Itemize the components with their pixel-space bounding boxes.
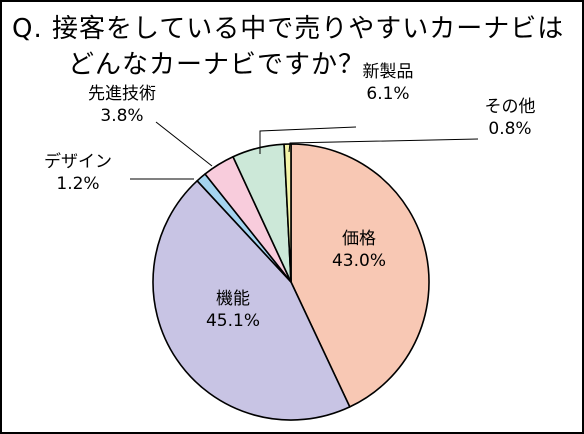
- slice-label-1: 価格: [342, 229, 376, 249]
- slice-value-4: 3.8%: [100, 106, 143, 126]
- slice-label-4: 先進技術: [88, 84, 156, 104]
- slice-value-3: 1.2%: [56, 174, 99, 194]
- pie-slice-2: [152, 180, 351, 421]
- slice-label-2: 機能: [216, 289, 250, 309]
- slice-label-5: 新製品: [363, 62, 414, 82]
- slice-label-3: デザイン: [44, 151, 112, 172]
- leader-line-5: [259, 126, 357, 154]
- leader-line-4: [155, 121, 213, 167]
- slice-value-2: 45.1%: [206, 311, 260, 331]
- chart-title-line-2: どんなカーナビですか？: [68, 50, 366, 80]
- slice-value-5: 6.1%: [366, 84, 409, 104]
- pie-slice-1: [290, 143, 430, 408]
- slice-value-1: 43.0%: [332, 251, 386, 271]
- leader-lines: [130, 121, 479, 180]
- slice-value-6: 0.8%: [488, 119, 531, 139]
- chart-title-line-1: Q. 接客をしている中で売りやすいカーナビは: [12, 14, 565, 44]
- slice-label-6: その他: [485, 97, 536, 117]
- leader-line-6: [288, 138, 479, 153]
- pie-slice-6: [283, 143, 292, 283]
- pie-slices: [152, 143, 430, 421]
